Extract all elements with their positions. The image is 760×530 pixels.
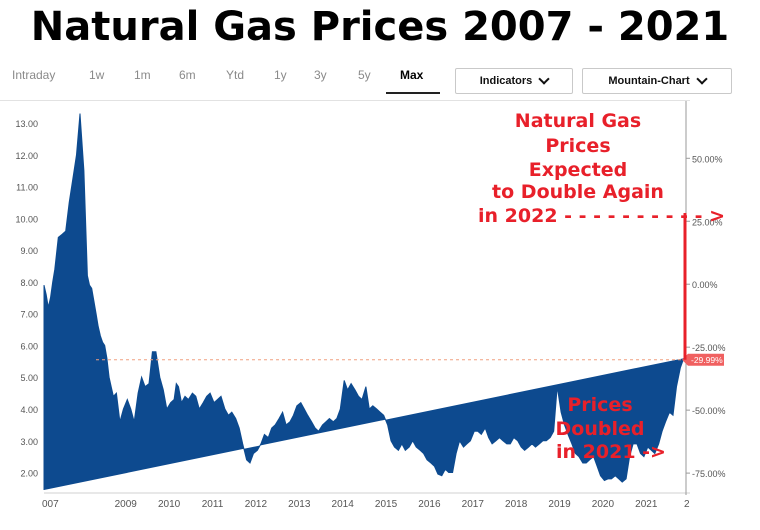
x-tick-label: 2011: [202, 499, 224, 510]
right-tick-label: -75.00%: [692, 469, 726, 479]
y-tick-label: 6.00: [20, 341, 38, 351]
tab-max[interactable]: Max: [400, 68, 424, 82]
x-tick-label: 2017: [462, 499, 485, 510]
y-tick-label: 9.00: [20, 246, 38, 256]
x-tick-label: 2019: [548, 499, 571, 510]
right-tick-label: -25.00%: [692, 343, 726, 353]
annotation-doubled-tail: in 2021 ->: [556, 441, 666, 463]
x-tick-label: 2021: [635, 499, 658, 510]
right-tick-label: 25.00%: [692, 217, 723, 227]
y-tick-label: 13.00: [15, 119, 38, 129]
x-tick-label: 2020: [592, 499, 615, 510]
y-tick-label: 5.00: [20, 373, 38, 383]
annotation-expected-line: Natural Gas: [515, 110, 641, 132]
badge-label: -29.99%: [691, 355, 723, 365]
annotation-expected-line: Expected: [529, 159, 628, 181]
tab-intraday[interactable]: Intraday: [12, 68, 56, 82]
tab-5y[interactable]: 5y: [358, 68, 371, 82]
tab-1m[interactable]: 1m: [134, 68, 151, 82]
x-tick-label: 2013: [288, 499, 311, 510]
annotation-expected-line: Prices: [545, 135, 610, 157]
chart-type-label: Mountain-Chart: [608, 75, 690, 87]
current-value-badge: -29.99%: [682, 353, 724, 366]
x-tick-label: 2018: [505, 499, 528, 510]
y-tick-label: 4.00: [20, 405, 38, 415]
right-tick-label: 50.00%: [692, 154, 723, 164]
x-tick-label: 2014: [332, 499, 355, 510]
x-tick-label: 2016: [418, 499, 441, 510]
x-tick-label: 2009: [115, 499, 138, 510]
right-tick-label: 0.00%: [692, 280, 718, 290]
price-area: [43, 113, 685, 490]
tab-3y[interactable]: 3y: [314, 68, 327, 82]
indicators-label: Indicators: [479, 75, 533, 87]
x-tick-label: 007: [42, 499, 59, 510]
chart-top-border: [0, 100, 690, 101]
right-tick-label: -50.00%: [692, 406, 726, 416]
x-tick-label: 2: [684, 499, 690, 510]
x-tick-label: 2015: [375, 499, 398, 510]
range-toolbar: Intraday 1w 1m 6m Ytd 1y 3y 5y Max Indic…: [0, 62, 760, 102]
y-tick-label: 11.00: [16, 183, 38, 193]
annotation-expected-line: to Double Again: [492, 181, 664, 203]
indicators-dropdown[interactable]: Indicators: [455, 68, 573, 94]
tab-ytd[interactable]: Ytd: [226, 68, 245, 82]
annotation-expected-tail: in 2022 - - - - - - - - - - >: [478, 205, 725, 227]
y-tick-label: 8.00: [20, 278, 38, 288]
chart-type-dropdown[interactable]: Mountain-Chart: [582, 68, 732, 94]
x-tick-label: 2012: [245, 499, 268, 510]
page-title: Natural Gas Prices 2007 - 2021: [30, 4, 730, 50]
y-tick-label: 3.00: [20, 437, 38, 447]
y-tick-label: 2.00: [20, 469, 38, 479]
y-tick-label: 7.00: [20, 310, 38, 320]
active-tab-indicator: [386, 92, 440, 94]
badge-shape: [682, 353, 724, 366]
y-tick-label: 12.00: [15, 151, 38, 161]
x-tick-label: 2010: [158, 499, 181, 510]
annotation-doubled-line: Prices: [567, 394, 632, 416]
annotation-doubled-line: Doubled: [556, 418, 645, 440]
y-tick-label: 10.00: [15, 214, 38, 224]
tab-1y[interactable]: 1y: [274, 68, 287, 82]
tab-1w[interactable]: 1w: [89, 68, 105, 82]
tab-6m[interactable]: 6m: [179, 68, 196, 82]
